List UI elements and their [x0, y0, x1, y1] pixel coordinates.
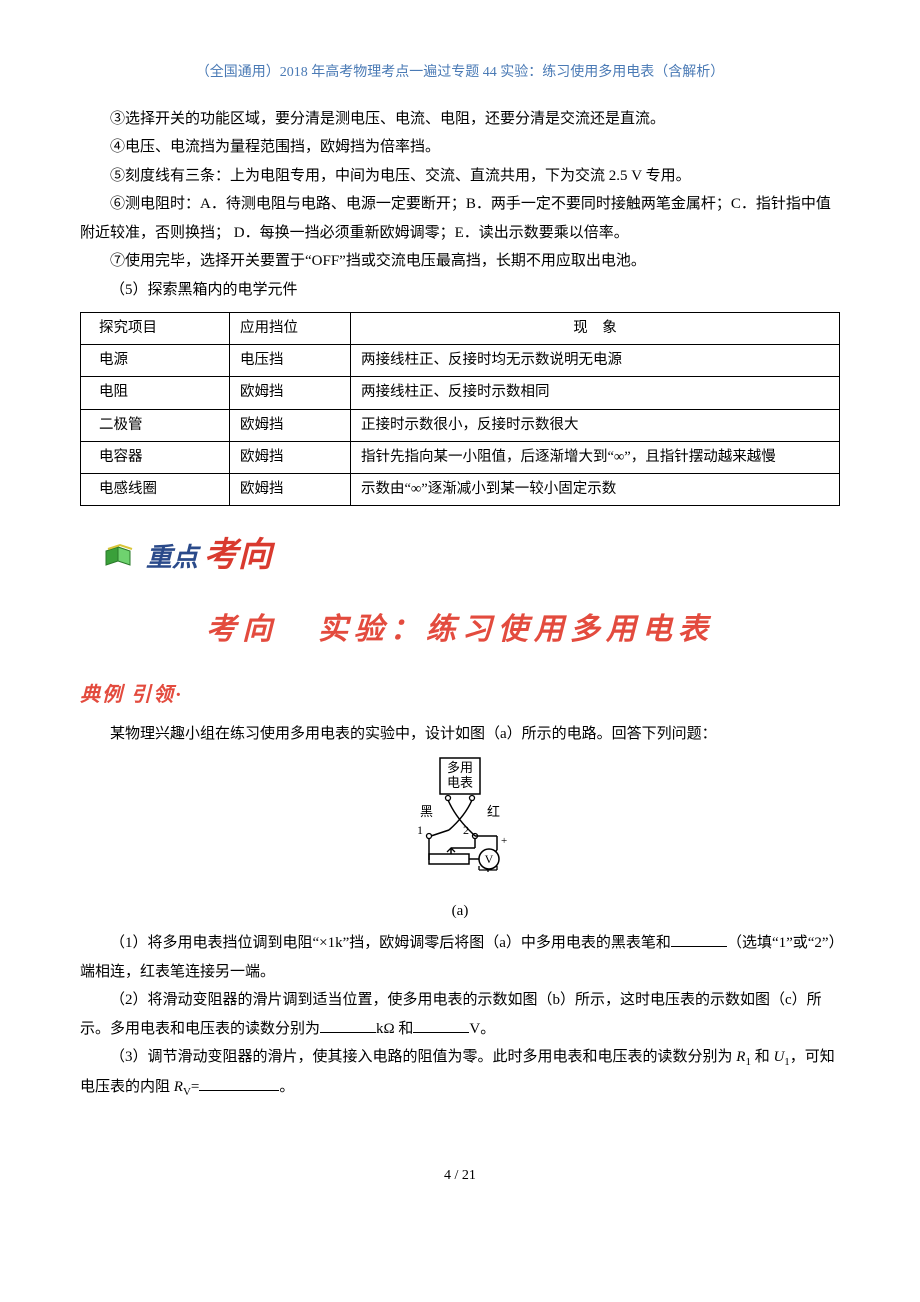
para-6: ⑥测电阻时：A．待测电阻与电路、电源一定要断开；B．两手一定不要同时接触两笔金属… — [80, 190, 840, 247]
table-row: 电容器 欧姆挡 指针先指向某一小阻值，后逐渐增大到“∞”，且指针摆动越来越慢 — [81, 441, 840, 473]
table-row: 电阻 欧姆挡 两接线柱正、反接时示数相同 — [81, 377, 840, 409]
q1-text-a: （1）将多用电表挡位调到电阻“×1k”挡，欧姆调零后将图（a）中多用电表的黑表笔… — [110, 935, 671, 951]
table-header-row: 探究项目 应用挡位 现 象 — [81, 313, 840, 345]
page-footer: 4 / 21 — [80, 1163, 840, 1190]
cell: 欧姆挡 — [230, 409, 351, 441]
para-8: （5）探索黑箱内的电学元件 — [80, 276, 840, 305]
cell: 电容器 — [81, 441, 230, 473]
blank-q1 — [671, 931, 727, 947]
blank-q2b — [413, 1017, 469, 1033]
box-label-line2: 电表 — [447, 775, 473, 790]
book-icon — [104, 543, 138, 569]
cell: 电压挡 — [230, 345, 351, 377]
cell: 指针先指向某一小阻值，后逐渐增大到“∞”，且指针摆动越来越慢 — [351, 441, 840, 473]
cell: 电阻 — [81, 377, 230, 409]
cell: 电源 — [81, 345, 230, 377]
para-4: ④电压、电流挡为量程范围挡，欧姆挡为倍率挡。 — [80, 133, 840, 162]
question-1: （1）将多用电表挡位调到电阻“×1k”挡，欧姆调零后将图（a）中多用电表的黑表笔… — [80, 929, 840, 986]
example-lead-text: 典例 引领 — [80, 684, 175, 706]
th-phenomenon: 现 象 — [351, 313, 840, 345]
figure-caption: (a) — [80, 897, 840, 926]
para-5: ⑤刻度线有三条：上为电阻专用，中间为电压、交流、直流共用，下为交流 2.5 V … — [80, 162, 840, 191]
box-label-line1: 多用 — [447, 760, 473, 775]
cell: 示数由“∞”逐渐减小到某一较小固定示数 — [351, 474, 840, 506]
cell: 欧姆挡 — [230, 441, 351, 473]
q2-mid: kΩ 和 — [376, 1021, 413, 1037]
cell: 电感线圈 — [81, 474, 230, 506]
label-red: 红 — [487, 804, 500, 819]
voltmeter-label: V — [485, 852, 494, 866]
q3-text-a: （3）调节滑动变阻器的滑片，使其接入电路的阻值为零。此时多用电表和电压表的读数分… — [110, 1049, 736, 1065]
var-U1: U — [773, 1049, 784, 1065]
blank-q3 — [199, 1075, 279, 1091]
example-intro: 某物理兴趣小组在练习使用多用电表的实验中，设计如图（a）所示的电路。回答下列问题… — [80, 720, 840, 749]
example-lead: 典例 引领· — [80, 676, 840, 714]
q3-text-b: 和 — [751, 1049, 770, 1065]
topic-rest: 实验：练习使用多用电表 — [282, 613, 714, 646]
blackbox-table: 探究项目 应用挡位 现 象 电源 电压挡 两接线柱正、反接时均无示数说明无电源 … — [80, 312, 840, 506]
node2-label: 2 — [463, 823, 469, 837]
th-range: 应用挡位 — [230, 313, 351, 345]
table-row: 电感线圈 欧姆挡 示数由“∞”逐渐减小到某一较小固定示数 — [81, 474, 840, 506]
th-item: 探究项目 — [81, 313, 230, 345]
topic-prefix: 考向 — [206, 613, 278, 646]
heading-zhongdian: 重点 — [146, 533, 198, 582]
circuit-svg: 多用 电表 黑 红 1 2 — [385, 754, 535, 884]
para-7: ⑦使用完毕，选择开关要置于“OFF”挡或交流电压最高挡，长期不用应取出电池。 — [80, 247, 840, 276]
cell: 二极管 — [81, 409, 230, 441]
table-row: 二极管 欧姆挡 正接时示数很小，反接时示数很大 — [81, 409, 840, 441]
para-3: ③选择开关的功能区域，要分清是测电压、电流、电阻，还要分清是交流还是直流。 — [80, 105, 840, 134]
heading-kaoxiang: 考向 — [204, 524, 272, 589]
plus-label: + — [501, 835, 507, 847]
cell: 欧姆挡 — [230, 377, 351, 409]
sub-v: V — [183, 1086, 191, 1098]
cell: 两接线柱正、反接时均无示数说明无电源 — [351, 345, 840, 377]
label-black: 黑 — [420, 804, 433, 819]
circuit-figure: 多用 电表 黑 红 1 2 — [80, 754, 840, 925]
blank-q2a — [320, 1017, 376, 1033]
table-row: 电源 电压挡 两接线柱正、反接时均无示数说明无电源 — [81, 345, 840, 377]
node1-label: 1 — [417, 823, 423, 837]
question-3: （3）调节滑动变阻器的滑片，使其接入电路的阻值为零。此时多用电表和电压表的读数分… — [80, 1043, 840, 1103]
cell: 欧姆挡 — [230, 474, 351, 506]
cell: 两接线柱正、反接时示数相同 — [351, 377, 840, 409]
page-root: （全国通用）2018 年高考物理考点一遍过专题 44 实验：练习使用多用电表（含… — [0, 0, 920, 1230]
q3-end: 。 — [279, 1079, 294, 1095]
q2-end: V。 — [469, 1021, 495, 1037]
topic-line: 考向 实验：练习使用多用电表 — [80, 601, 840, 658]
question-2: （2）将滑动变阻器的滑片调到适当位置，使多用电表的示数如图（b）所示，这时电压表… — [80, 986, 840, 1043]
cell: 正接时示数很小，反接时示数很大 — [351, 409, 840, 441]
heading-key-direction: 重点 考向 — [104, 524, 840, 589]
page-header: （全国通用）2018 年高考物理考点一遍过专题 44 实验：练习使用多用电表（含… — [80, 60, 840, 87]
var-Rv: R — [174, 1079, 183, 1095]
